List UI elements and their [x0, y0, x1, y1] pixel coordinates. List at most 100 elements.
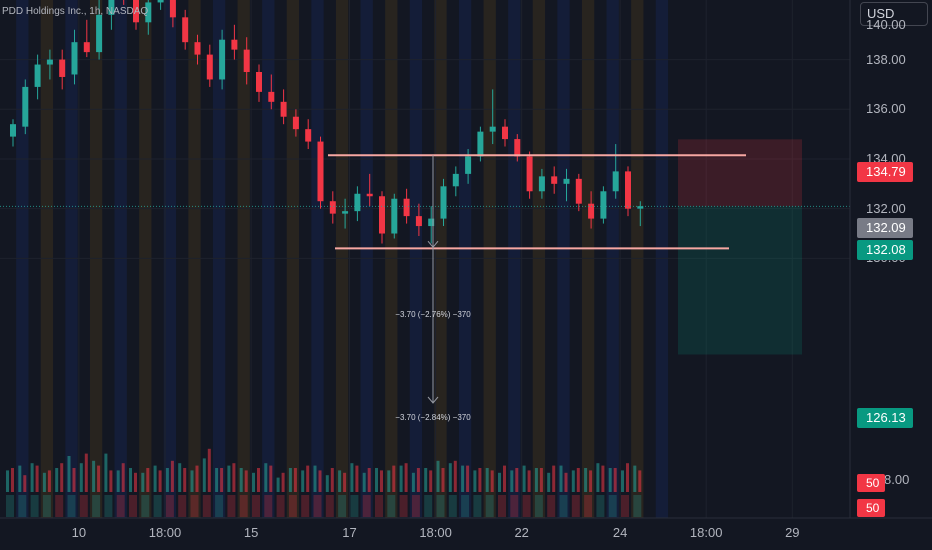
- session-band: [606, 0, 619, 518]
- measure-tool: [427, 155, 439, 404]
- chart-grid: [0, 0, 850, 518]
- volume-strip: [473, 495, 482, 517]
- session-band: [16, 0, 29, 518]
- session-band: [65, 0, 78, 518]
- volume-bar: [178, 463, 182, 492]
- volume-bar: [498, 472, 501, 492]
- candle-body: [268, 91, 275, 102]
- session-band: [188, 0, 201, 518]
- volume-bar: [92, 460, 96, 492]
- volume-bar: [478, 468, 482, 492]
- session-band: [237, 0, 250, 518]
- candle-body: [194, 42, 201, 55]
- volume-strip: [485, 495, 494, 517]
- session-band: [286, 0, 300, 518]
- session-band: [311, 0, 324, 518]
- candle-body: [588, 203, 595, 219]
- volume-bar: [338, 470, 342, 492]
- session-band: [458, 0, 472, 518]
- volume-strip: [92, 495, 101, 517]
- candle-body: [231, 39, 238, 50]
- candle-body: [391, 198, 398, 234]
- symbol-title[interactable]: PDD Holdings Inc., 1h, NASDAQ: [2, 6, 149, 17]
- volume-bar: [306, 465, 310, 492]
- session-shading: [16, 0, 669, 518]
- volume-bar: [116, 470, 120, 492]
- position-stop-zone[interactable]: [678, 139, 802, 207]
- candle-body: [526, 156, 533, 192]
- session-band: [360, 0, 373, 518]
- session-band: [212, 0, 226, 518]
- volume-strip: [584, 495, 593, 517]
- volume-strip: [116, 495, 125, 517]
- volume-bar: [436, 460, 440, 492]
- volume-strip: [424, 495, 433, 517]
- session-band: [163, 0, 177, 518]
- volume-bar: [404, 463, 408, 492]
- volume-bar: [121, 463, 125, 492]
- volume-strip: [534, 495, 543, 517]
- candle-body: [10, 124, 16, 137]
- volume-bar: [485, 468, 489, 492]
- session-band: [114, 0, 127, 518]
- volume-bar: [490, 470, 494, 492]
- candle-body: [46, 59, 53, 65]
- volume-bar: [244, 470, 248, 492]
- volume-strip: [79, 495, 88, 517]
- currency-selector[interactable]: USD: [860, 2, 928, 26]
- volume-bar: [72, 468, 76, 492]
- candle-body: [329, 201, 336, 214]
- volume-bar: [601, 465, 605, 492]
- volume-strip: [313, 495, 322, 517]
- volume-strip: [55, 495, 64, 517]
- volume-bar: [79, 463, 83, 492]
- session-band: [483, 0, 496, 518]
- x-tick-label: 29: [785, 525, 800, 540]
- volume-strip: [202, 495, 211, 517]
- candle-body: [502, 126, 508, 140]
- candle-body: [305, 129, 312, 142]
- candle-body: [625, 171, 631, 209]
- price-badge: 132.08: [857, 240, 913, 260]
- volume-bar: [264, 463, 268, 492]
- volume-badge-1: 50: [857, 474, 885, 492]
- volume-bar: [626, 463, 629, 492]
- candle-body: [59, 59, 66, 77]
- session-band: [631, 0, 644, 518]
- volume-strip: [252, 495, 260, 517]
- volume-strip: [215, 495, 224, 517]
- volume-bar: [97, 465, 101, 492]
- session-band: [139, 0, 152, 518]
- volume-bar: [276, 477, 280, 492]
- candle-body: [317, 141, 324, 202]
- volume-strip: [362, 495, 371, 517]
- volume-bar: [207, 448, 211, 492]
- volume-bar: [84, 453, 88, 492]
- volume-bar: [293, 468, 297, 492]
- volume-bar: [552, 465, 556, 492]
- volume-bar: [146, 468, 150, 492]
- volume-strip: [30, 495, 39, 517]
- volume-bar: [141, 472, 145, 492]
- session-band: [89, 0, 103, 518]
- position-target-zone[interactable]: [678, 206, 802, 355]
- volume-bar: [195, 465, 199, 492]
- candle-body: [452, 173, 459, 187]
- volume-bar: [330, 468, 334, 492]
- volume-strip: [633, 495, 642, 517]
- volume-strip: [461, 495, 470, 517]
- volume-bar: [165, 468, 169, 492]
- volume-strip: [6, 495, 14, 517]
- volume-bar: [153, 465, 157, 492]
- candle-body: [145, 2, 152, 23]
- volume-bar: [362, 472, 366, 492]
- volume-strip: [411, 495, 420, 517]
- session-band: [385, 0, 398, 518]
- volume-bar: [6, 470, 9, 492]
- volume-strip: [338, 495, 347, 517]
- candle-body: [96, 14, 103, 53]
- x-tick-label: 24: [612, 525, 628, 540]
- volume-bar: [441, 468, 445, 492]
- session-band: [335, 0, 349, 518]
